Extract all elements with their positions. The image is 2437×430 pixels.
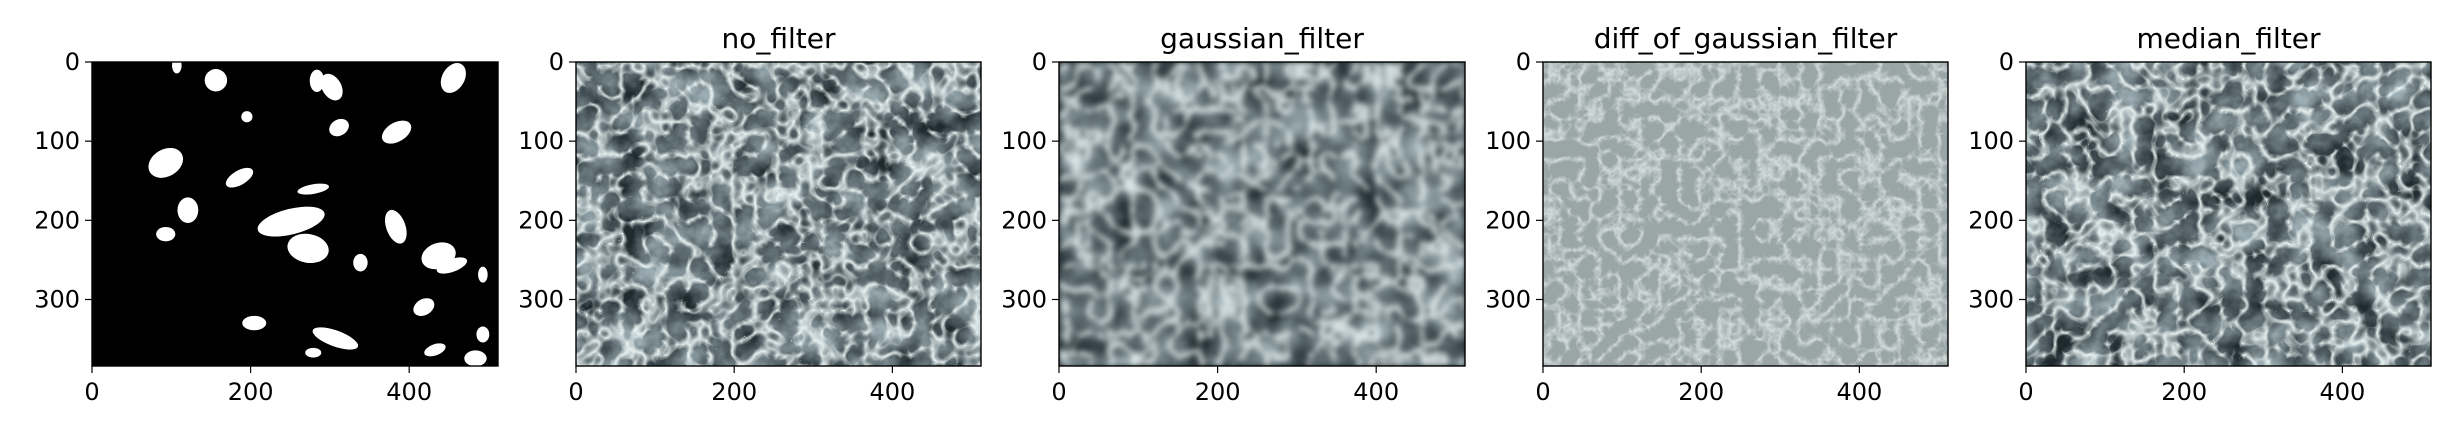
y-tick-label: 300 xyxy=(34,286,80,314)
mask-blob xyxy=(242,315,267,331)
y-tick-label: 0 xyxy=(1032,48,1047,76)
x-tick-label: 0 xyxy=(1051,378,1066,406)
mask-blob xyxy=(381,120,412,144)
y-tick-label: 100 xyxy=(1485,127,1531,155)
x-tick-label: 200 xyxy=(1195,378,1241,406)
y-tick-label: 200 xyxy=(1968,206,2014,234)
mask-blob xyxy=(424,343,446,357)
y-tick-label: 0 xyxy=(549,48,564,76)
image-5 xyxy=(2026,62,2431,366)
x-tick-label: 0 xyxy=(2018,378,2033,406)
x-tick-label: 400 xyxy=(2320,378,2366,406)
mask-blob xyxy=(156,226,176,242)
y-tick-label: 0 xyxy=(65,48,80,76)
mask-blob xyxy=(225,167,254,188)
mask-blob xyxy=(241,111,253,123)
image-4 xyxy=(1543,62,1948,366)
y-tick-label: 100 xyxy=(34,127,80,155)
subplot-3: gaussian_filter 0 200 400 0 100 200 300 xyxy=(1001,22,1466,406)
axes-frame xyxy=(2025,61,2432,367)
mask-blob xyxy=(204,69,228,92)
x-tick-label: 400 xyxy=(386,378,432,406)
y-tick-label: 300 xyxy=(1485,286,1531,314)
x-tick-label: 400 xyxy=(870,378,916,406)
x-tick-label: 200 xyxy=(711,378,757,406)
subplot-title: median_filter xyxy=(2136,22,2321,55)
subplot-title: no_filter xyxy=(721,22,835,55)
y-tick-label: 300 xyxy=(1968,286,2014,314)
image-2 xyxy=(576,62,981,366)
subplot-2: no_filter 0 200 400 0 100 200 300 xyxy=(518,22,982,406)
image-1 xyxy=(92,62,498,366)
mask-blob xyxy=(436,257,468,274)
image-3 xyxy=(1059,62,1465,366)
mask-blob xyxy=(478,266,488,283)
mask-blob xyxy=(172,62,182,74)
mask-blob xyxy=(320,73,343,101)
mask-blob xyxy=(413,298,435,317)
subplot-title: gaussian_filter xyxy=(1160,22,1364,55)
x-tick-label: 200 xyxy=(2161,378,2207,406)
y-tick-label: 0 xyxy=(1516,48,1531,76)
y-tick-label: 300 xyxy=(518,286,564,314)
axes-layer: 0 200 400 0 100 200 300 no_filter 0 200 400 0 100 200… xyxy=(34,22,2432,406)
mask-blob xyxy=(353,253,368,272)
subplot-1: 0 200 400 0 100 200 300 xyxy=(34,48,499,406)
y-tick-label: 100 xyxy=(1968,127,2014,155)
y-tick-label: 200 xyxy=(1001,206,1047,234)
y-tick-label: 200 xyxy=(518,206,564,234)
mask-blob xyxy=(148,147,184,178)
mask-blob xyxy=(312,327,359,350)
y-tick-label: 300 xyxy=(1001,286,1047,314)
mask-blob xyxy=(305,347,322,358)
mask-blob xyxy=(297,183,330,195)
x-tick-label: 0 xyxy=(1535,378,1550,406)
x-tick-label: 200 xyxy=(1678,378,1724,406)
x-tick-label: 200 xyxy=(228,378,274,406)
mask-blob xyxy=(309,69,325,93)
mask-blob xyxy=(287,233,329,264)
mask-blob xyxy=(384,209,407,244)
axes-frame xyxy=(1542,61,1949,367)
y-tick-label: 200 xyxy=(34,206,80,234)
axes-frame xyxy=(91,61,499,367)
axes-frame xyxy=(575,61,982,367)
y-tick-label: 200 xyxy=(1485,206,1531,234)
y-tick-label: 100 xyxy=(1001,127,1047,155)
x-tick-label: 0 xyxy=(84,378,99,406)
subplot-5: median_filter 0 200 400 0 100 200 300 xyxy=(1968,22,2432,406)
x-tick-label: 0 xyxy=(568,378,583,406)
subplot-4: diff_of_gaussian_filter 0 200 400 0 100 200 300 xyxy=(1485,22,1949,406)
axes-frame xyxy=(1058,61,1466,367)
mask-blob xyxy=(257,206,325,237)
y-tick-label: 0 xyxy=(1999,48,2014,76)
subplot-title: diff_of_gaussian_filter xyxy=(1594,22,1898,55)
mask-blob xyxy=(329,118,349,137)
x-tick-label: 400 xyxy=(1353,378,1399,406)
mask-blob xyxy=(177,197,199,223)
x-tick-label: 400 xyxy=(1837,378,1883,406)
mask-blob xyxy=(476,326,490,343)
y-tick-label: 100 xyxy=(518,127,564,155)
mask-blob xyxy=(440,63,466,93)
mask-blob xyxy=(464,350,487,366)
